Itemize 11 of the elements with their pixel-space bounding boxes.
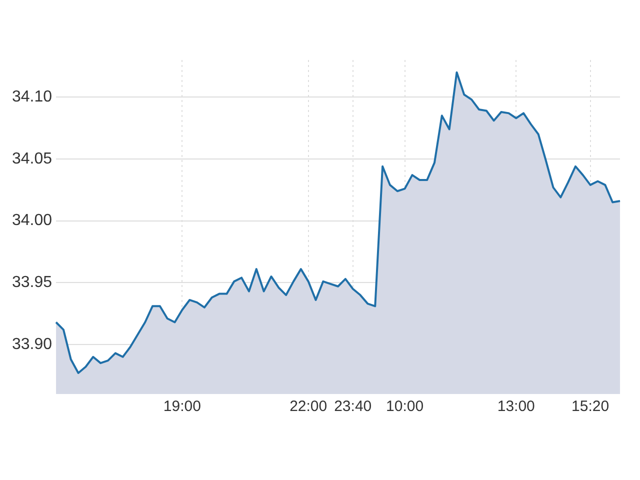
x-tick-label: 15:20 <box>572 398 610 416</box>
x-tick-label: 19:00 <box>163 398 201 416</box>
y-tick-label: 33.95 <box>12 274 52 292</box>
y-tick-label: 34.00 <box>12 212 52 230</box>
y-tick-label: 33.90 <box>12 336 52 353</box>
y-tick-label: 34.05 <box>12 150 52 168</box>
y-tick-label: 34.10 <box>12 88 52 106</box>
x-tick-label: 10:00 <box>386 398 424 416</box>
x-tick-label: 23:40 <box>334 398 372 416</box>
x-tick-label: 13:00 <box>497 398 535 416</box>
x-tick-label: 22:00 <box>290 398 328 416</box>
